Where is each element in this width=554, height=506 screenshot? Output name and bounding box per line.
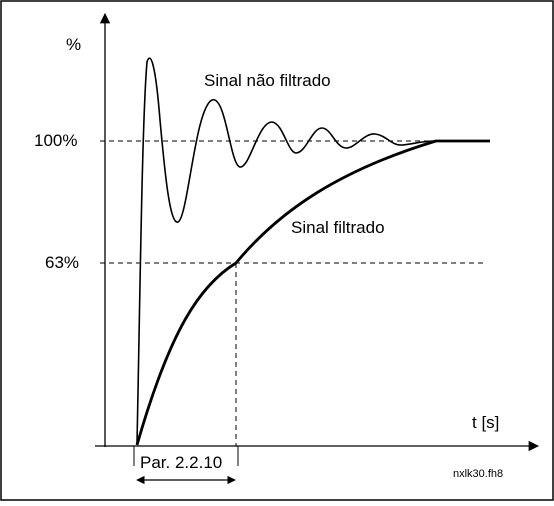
parameter-label: Par. 2.2.10	[140, 453, 222, 472]
x-axis-unit-label: t [s]	[472, 413, 499, 432]
level-100-label: 100%	[34, 131, 77, 150]
filtered-signal-curve	[135, 139, 490, 446]
y-axis-unit-label: %	[66, 35, 81, 54]
unfiltered-signal-label: Sinal não filtrado	[204, 71, 331, 90]
filtered-signal-label: Sinal filtrado	[291, 218, 385, 237]
file-name-label: nxlk30.fh8	[453, 468, 503, 480]
unfiltered-signal-curve	[136, 57, 490, 444]
level-63-label: 63%	[45, 253, 79, 272]
